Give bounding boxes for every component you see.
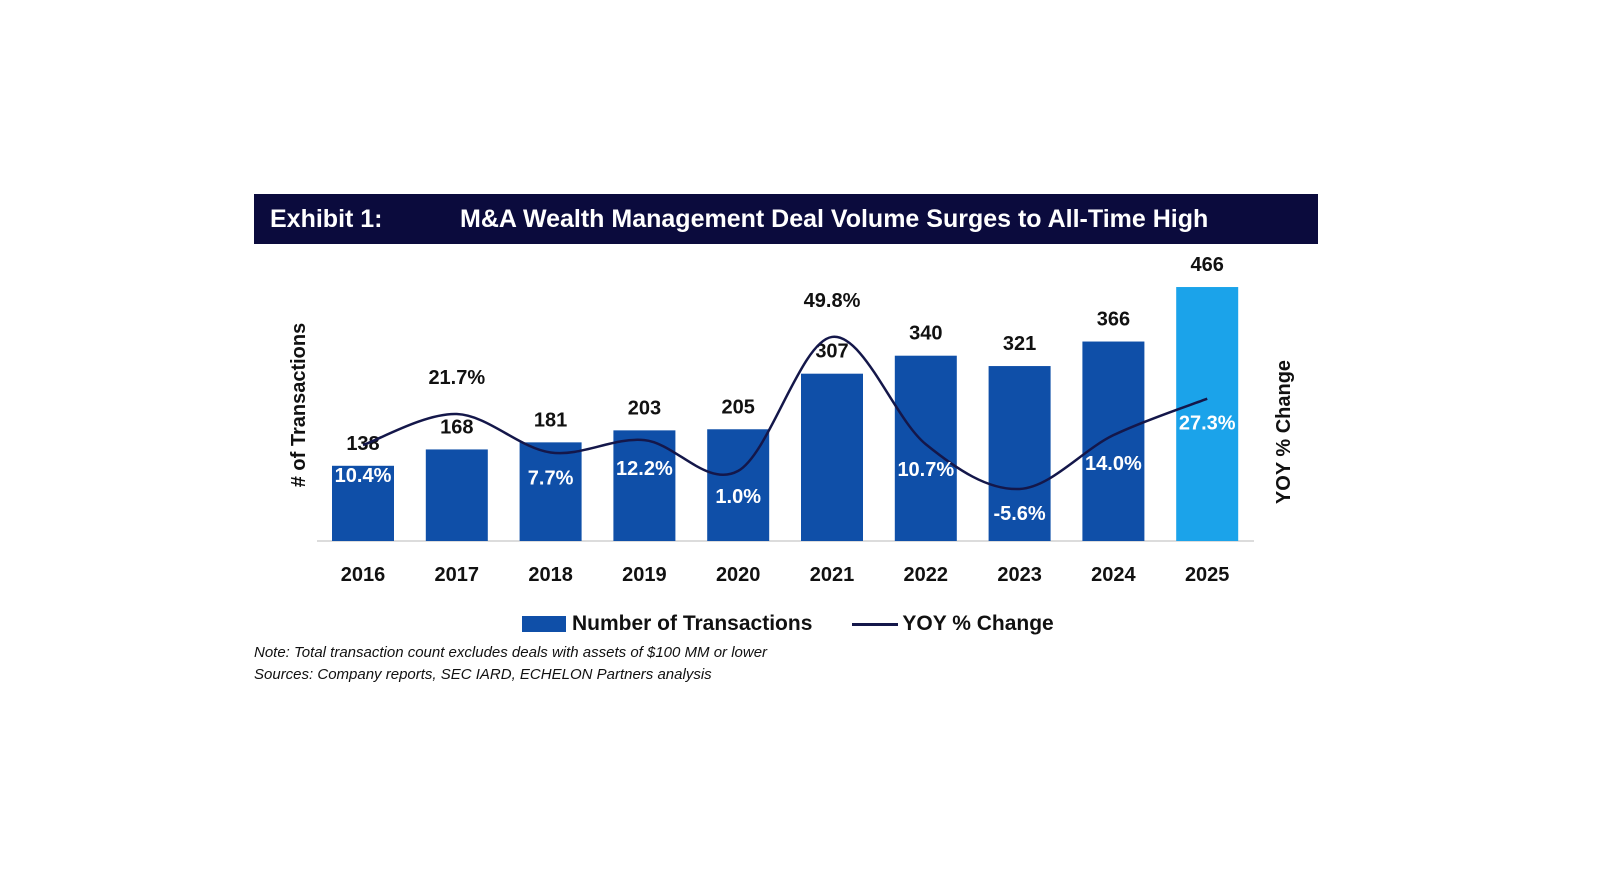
bar-2019 <box>613 430 676 541</box>
legend-bar-label: Number of Transactions <box>572 612 813 635</box>
bar-value-label: 466 <box>1191 254 1224 276</box>
bar-2022 <box>894 355 957 541</box>
x-tick-label: 2021 <box>810 564 855 586</box>
legend-line-swatch <box>852 622 899 626</box>
bar-value-label: 321 <box>1003 333 1036 355</box>
yoy-value-label: 10.4% <box>335 465 392 487</box>
x-tick-label: 2017 <box>435 564 480 586</box>
x-tick-label: 2023 <box>997 564 1042 586</box>
bar-2025 <box>1176 287 1239 541</box>
x-tick-label: 2018 <box>528 564 573 586</box>
y-axis-label: # of Transactions <box>288 323 310 488</box>
chart-title: M&A Wealth Management Deal Volume Surges… <box>460 205 1209 233</box>
exhibit-label: Exhibit 1: <box>270 205 383 233</box>
chart-header: Exhibit 1: M&A Wealth Management Deal Vo… <box>254 194 1318 244</box>
bar-2017 <box>425 449 488 541</box>
yoy-value-label: 27.3% <box>1179 413 1236 435</box>
bar-2016 <box>332 465 394 541</box>
legend: Number of Transactions YOY % Change <box>522 612 1054 636</box>
bar-2021 <box>801 373 863 541</box>
yoy-line <box>362 335 1208 491</box>
legend-line-label: YOY % Change <box>902 612 1054 635</box>
x-tick-label: 2019 <box>622 564 667 586</box>
yoy-value-label: 49.8% <box>804 290 861 312</box>
chart-note: Note: Total transaction count excludes d… <box>254 644 768 661</box>
bar-value-label: 168 <box>440 416 473 438</box>
y2-axis-label: YOY % Change <box>1273 360 1295 504</box>
yoy-value-label: 10.7% <box>897 459 954 481</box>
bar-value-label: 340 <box>909 323 942 345</box>
bar-value-label: 203 <box>628 397 661 419</box>
yoy-value-label: 1.0% <box>715 486 761 508</box>
yoy-value-label: 7.7% <box>528 467 574 489</box>
x-tick-label: 2025 <box>1185 564 1230 586</box>
bar-2024 <box>1082 341 1145 541</box>
chart-sources: Sources: Company reports, SEC IARD, ECHE… <box>254 666 712 683</box>
legend-bar-swatch <box>522 616 566 632</box>
bar-value-label: 307 <box>815 341 848 363</box>
yoy-value-label: 14.0% <box>1085 453 1142 475</box>
yoy-value-label: 21.7% <box>428 367 485 389</box>
x-tick-label: 2024 <box>1091 564 1136 586</box>
bar-value-label: 366 <box>1097 309 1130 331</box>
bar-2018 <box>519 442 582 541</box>
x-tick-label: 2020 <box>716 564 761 586</box>
yoy-value-label: -5.6% <box>993 503 1045 525</box>
bar-value-label: 205 <box>722 396 755 418</box>
x-tick-label: 2022 <box>904 564 949 586</box>
bar-2023 <box>988 366 1051 541</box>
yoy-value-label: 12.2% <box>616 458 673 480</box>
x-tick-label: 2016 <box>341 564 386 586</box>
bar-value-label: 181 <box>534 409 567 431</box>
